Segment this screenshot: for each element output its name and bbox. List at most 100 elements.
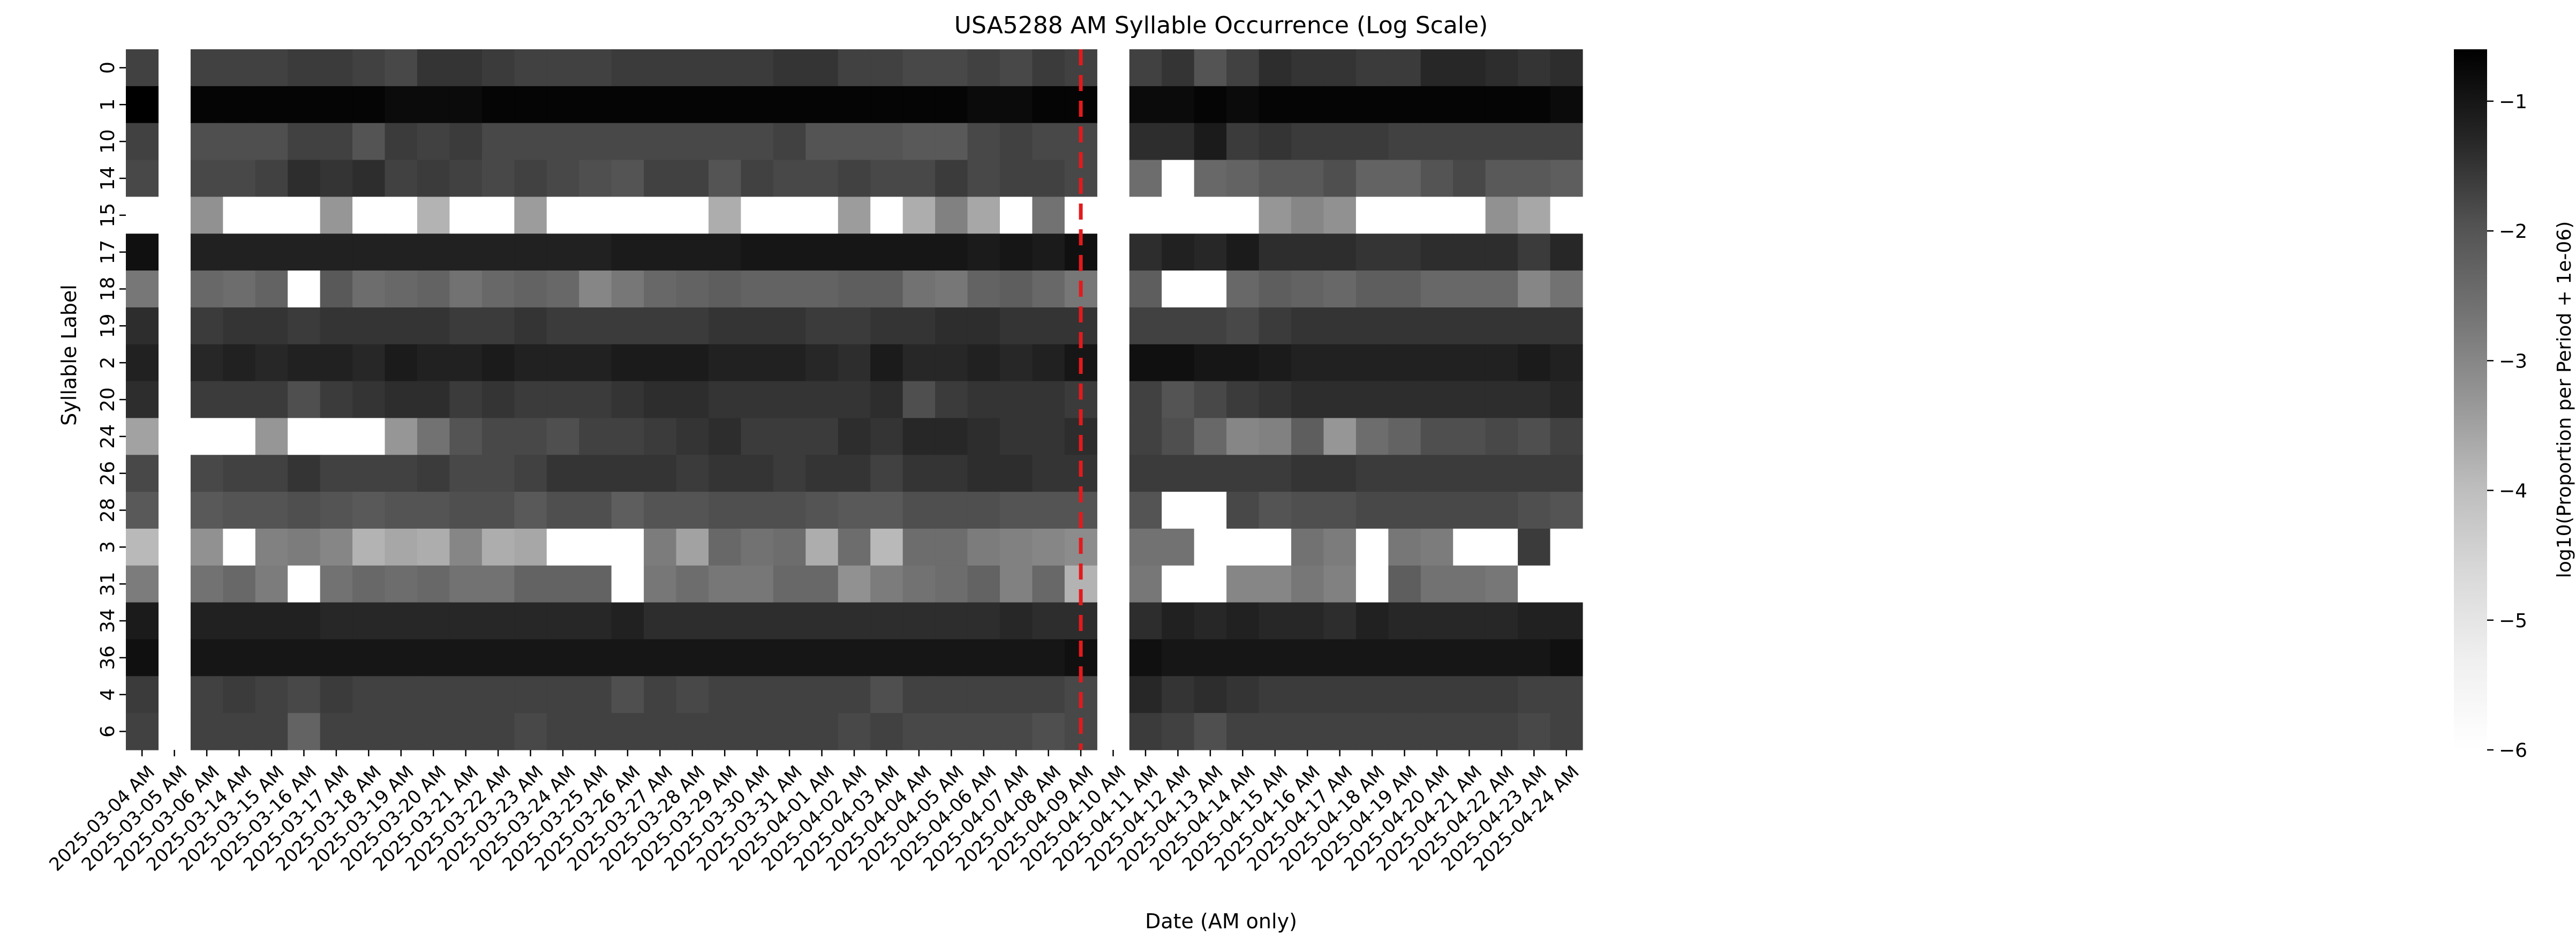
heatmap-cell [126,565,159,603]
heatmap-cell [1000,492,1033,529]
heatmap-cell [676,602,709,640]
heatmap-cell [1355,123,1389,161]
heatmap-cell [1355,270,1389,308]
heatmap-cell [644,197,677,234]
heatmap-cell [579,234,612,271]
heatmap-cell [1485,123,1518,161]
heatmap-cell [805,381,839,419]
heatmap-cell [935,602,968,640]
heatmap-cell [1355,234,1389,271]
heatmap-cell [481,713,515,750]
heatmap-cell [320,676,353,713]
heatmap-cell [514,713,547,750]
heatmap-cell [1259,455,1292,492]
heatmap-cell [644,49,677,87]
y-tick-label: 19 [97,313,119,338]
heatmap-cell [1355,49,1389,87]
heatmap-cell [1000,86,1033,124]
heatmap-cell [902,49,936,87]
heatmap-cell [514,307,547,345]
heatmap-cell [223,528,256,566]
heatmap-cell [1550,381,1583,419]
heatmap-cell [481,565,515,603]
heatmap-cell [417,344,450,382]
heatmap-cell [1291,381,1324,419]
heatmap-cell [870,455,903,492]
heatmap-cell [611,197,644,234]
heatmap-cell [805,418,839,455]
heatmap-cell [709,602,742,640]
heatmap-cell [1162,381,1195,419]
heatmap-cell [1388,639,1421,677]
heatmap-cell [255,160,288,197]
heatmap-cell [1194,565,1227,603]
heatmap-cell [1388,418,1421,455]
heatmap-cell [805,160,839,197]
heatmap-cell [255,307,288,345]
y-tick-label: 24 [97,424,119,449]
heatmap-cell [741,49,774,87]
heatmap-cell [223,565,256,603]
heatmap-cell [1485,418,1518,455]
heatmap-cell [773,86,806,124]
heatmap-cell [935,197,968,234]
heatmap-cell [288,344,321,382]
heatmap-cell [611,49,644,87]
heatmap-cell [126,344,159,382]
heatmap-cell [1550,676,1583,713]
heatmap-cell [579,160,612,197]
heatmap-cell [385,455,418,492]
heatmap-cell [1129,492,1162,529]
heatmap-cell [481,270,515,308]
heatmap-cell [1323,381,1357,419]
heatmap-cell [417,49,450,87]
colorbar-tick-label: −4 [2499,480,2527,502]
heatmap-cell [546,676,579,713]
heatmap-cell [255,713,288,750]
heatmap-cell [838,418,871,455]
heatmap-cell [611,492,644,529]
heatmap-cell [935,418,968,455]
heatmap-cell [1388,123,1421,161]
heatmap-cell [449,307,483,345]
colorbar-label: log10(Proportion per Period + 1e-06) [2554,221,2575,578]
colorbar-tick-label: −6 [2499,740,2527,762]
heatmap-cell [288,123,321,161]
heatmap-cell [902,492,936,529]
heatmap-cell [1518,160,1551,197]
heatmap-cell [935,234,968,271]
heatmap-cell [1485,528,1518,566]
heatmap-cell [126,418,159,455]
heatmap-cell [838,565,871,603]
heatmap-cell [611,455,644,492]
heatmap-cell [1420,270,1453,308]
heatmap-cell [773,160,806,197]
heatmap-cell [611,418,644,455]
heatmap-cell [676,639,709,677]
heatmap-cell [288,234,321,271]
heatmap-cell [481,418,515,455]
heatmap-cell [1194,676,1227,713]
heatmap-cell [838,234,871,271]
heatmap-cell [838,602,871,640]
heatmap-cell [546,418,579,455]
heatmap-cell [385,344,418,382]
colorbar-ticks: −1 −2 −3 −4 −5 −6 [2487,91,2527,762]
heatmap-cell [902,307,936,345]
heatmap-cell [935,565,968,603]
heatmap-cell [385,381,418,419]
heatmap-cell [1162,528,1195,566]
heatmap-cell [741,713,774,750]
heatmap-cell [546,492,579,529]
heatmap-cell [255,123,288,161]
heatmap-cell [320,270,353,308]
heatmap-cell [546,602,579,640]
heatmap-cell [741,123,774,161]
heatmap-cell [190,197,223,234]
heatmap-cell [1453,160,1486,197]
heatmap-cell [1162,123,1195,161]
heatmap-cell [1420,307,1453,345]
heatmap-cell [223,418,256,455]
heatmap-cell [1323,676,1357,713]
heatmap-cell [773,197,806,234]
